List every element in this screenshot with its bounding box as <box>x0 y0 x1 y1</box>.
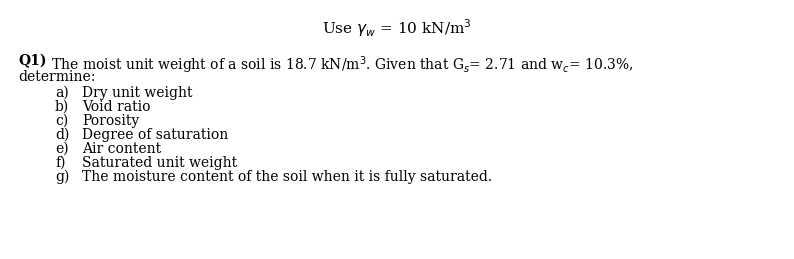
Text: Saturated unit weight: Saturated unit weight <box>82 156 237 170</box>
Text: The moist unit weight of a soil is 18.7 kN/m$^3$. Given that G$_s$= 2.71 and w$_: The moist unit weight of a soil is 18.7 … <box>47 54 634 76</box>
Text: The moisture content of the soil when it is fully saturated.: The moisture content of the soil when it… <box>82 170 492 184</box>
Text: f): f) <box>55 156 65 170</box>
Text: Porosity: Porosity <box>82 114 139 128</box>
Text: g): g) <box>55 170 69 184</box>
Text: Void ratio: Void ratio <box>82 100 151 114</box>
Text: c): c) <box>55 114 68 128</box>
Text: determine:: determine: <box>18 70 95 84</box>
Text: a): a) <box>55 86 69 100</box>
Text: d): d) <box>55 128 69 142</box>
Text: Q1): Q1) <box>18 54 47 68</box>
Text: Air content: Air content <box>82 142 161 156</box>
Text: Dry unit weight: Dry unit weight <box>82 86 192 100</box>
Text: Degree of saturation: Degree of saturation <box>82 128 228 142</box>
Text: Use $\gamma_w$ = 10 kN/m$^3$: Use $\gamma_w$ = 10 kN/m$^3$ <box>322 17 472 39</box>
Text: e): e) <box>55 142 68 156</box>
Text: b): b) <box>55 100 69 114</box>
